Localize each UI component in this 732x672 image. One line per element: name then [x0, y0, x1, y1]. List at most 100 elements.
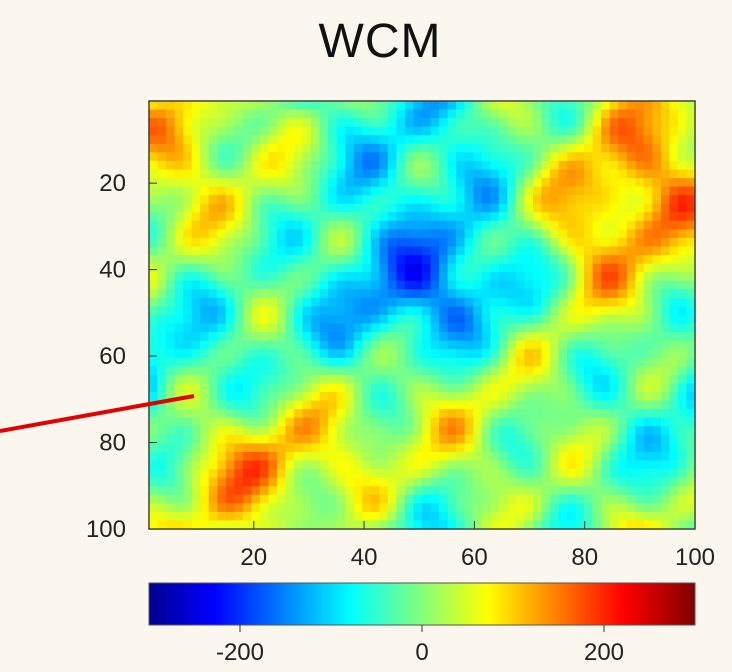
heatmap-cell — [166, 109, 175, 119]
heatmap-cell — [456, 263, 465, 273]
heatmap-cell — [447, 306, 457, 316]
heatmap-cell — [592, 246, 602, 256]
heatmap-cell — [447, 374, 457, 384]
heatmap-cell — [225, 246, 235, 256]
heatmap-cell — [328, 486, 337, 496]
heatmap-cell — [524, 212, 534, 222]
heatmap-cell — [387, 366, 397, 376]
heatmap-cell — [174, 212, 184, 222]
heatmap-cell — [404, 160, 414, 170]
heatmap-cell — [430, 195, 440, 205]
heatmap-cell — [191, 477, 201, 487]
heatmap-cell — [490, 135, 500, 145]
heatmap-cell — [404, 383, 414, 393]
heatmap-cell — [268, 494, 278, 504]
heatmap-cell — [541, 383, 551, 393]
heatmap-cell — [413, 160, 423, 170]
heatmap-cell — [387, 383, 397, 393]
heatmap-cell — [601, 340, 610, 350]
heatmap-cell — [549, 229, 559, 239]
heatmap-cell — [643, 460, 653, 470]
heatmap-cell — [362, 297, 372, 307]
heatmap-cell — [549, 477, 559, 487]
heatmap-cell — [507, 101, 517, 110]
y-tick-label: 20 — [99, 170, 126, 197]
heatmap-cell — [208, 237, 218, 247]
heatmap-cell — [592, 451, 602, 461]
heatmap-cell — [285, 280, 295, 290]
heatmap-cell — [268, 315, 278, 324]
heatmap-cell — [268, 152, 278, 162]
heatmap-cell — [174, 357, 184, 367]
heatmap-cell — [532, 297, 542, 307]
heatmap-cell — [285, 178, 295, 187]
heatmap-cell — [456, 323, 465, 333]
heatmap-cell — [618, 520, 628, 530]
heatmap-cell — [345, 178, 355, 187]
x-tick-label: 100 — [675, 544, 715, 571]
heatmap-cell — [686, 263, 696, 273]
heatmap-cell — [635, 178, 645, 187]
heatmap-cell — [370, 186, 380, 196]
heatmap-cell — [447, 263, 457, 273]
heatmap-cell — [515, 246, 525, 256]
heatmap-cell — [183, 178, 192, 187]
heatmap-cell — [677, 263, 687, 273]
heatmap-cell — [336, 503, 346, 513]
heatmap-cell — [285, 417, 295, 427]
heatmap-cell — [430, 143, 440, 153]
heatmap-cell — [413, 383, 423, 393]
heatmap-cell — [336, 186, 346, 196]
heatmap-cell — [652, 109, 662, 119]
heatmap-cell — [677, 203, 687, 213]
heatmap-cell — [567, 460, 576, 470]
heatmap-cell — [225, 315, 235, 324]
heatmap-cell — [345, 392, 355, 401]
heatmap-cell — [251, 520, 261, 530]
heatmap-cell — [422, 332, 431, 341]
heatmap-cell — [157, 392, 167, 401]
heatmap-cell — [259, 289, 269, 299]
heatmap-cell — [387, 101, 397, 110]
heatmap-cell — [319, 109, 329, 119]
heatmap-cell — [362, 409, 372, 419]
heatmap-cell — [166, 203, 175, 213]
heatmap-cell — [413, 417, 423, 427]
heatmap-cell — [635, 409, 645, 419]
heatmap-cell — [456, 306, 465, 316]
heatmap-cell — [336, 340, 346, 350]
heatmap-cell — [311, 503, 320, 513]
heatmap-cell — [217, 169, 227, 179]
heatmap-cell — [481, 118, 491, 127]
heatmap-cell — [541, 357, 551, 367]
heatmap-cell — [660, 246, 670, 256]
heatmap-cell — [618, 263, 628, 273]
heatmap-cell — [464, 135, 474, 145]
heatmap-cell — [302, 469, 312, 478]
heatmap-cell — [558, 220, 568, 230]
heatmap-cell — [174, 520, 184, 530]
heatmap-cell — [515, 203, 525, 213]
heatmap-cell — [618, 460, 628, 470]
heatmap-cell — [439, 426, 448, 436]
heatmap-cell — [541, 392, 551, 401]
heatmap-cell — [396, 237, 406, 247]
heatmap-cell — [225, 126, 235, 136]
heatmap-cell — [328, 246, 337, 256]
heatmap-cell — [481, 332, 491, 341]
heatmap-cell — [413, 469, 423, 478]
heatmap-cell — [422, 212, 431, 222]
heatmap-cell — [601, 332, 610, 341]
heatmap-cell — [626, 246, 636, 256]
heatmap-cell — [498, 229, 508, 239]
heatmap-cell — [618, 203, 628, 213]
heatmap-cell — [191, 160, 201, 170]
heatmap-cell — [430, 246, 440, 256]
heatmap-cell — [157, 306, 167, 316]
heatmap-cell — [558, 400, 568, 410]
heatmap-cell — [259, 237, 269, 247]
heatmap-cell — [626, 289, 636, 299]
heatmap-cell — [515, 306, 525, 316]
heatmap-cell — [609, 349, 619, 359]
heatmap-cell — [404, 374, 414, 384]
